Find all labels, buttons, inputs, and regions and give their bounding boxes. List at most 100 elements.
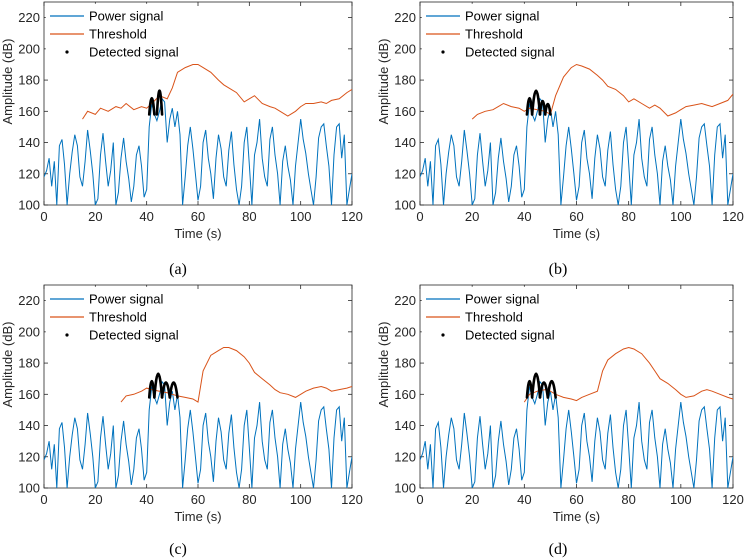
y-tick-label: 200	[18, 41, 40, 56]
power-signal-line	[420, 97, 733, 205]
x-tick-label: 20	[88, 209, 102, 224]
y-tick-label: 160	[18, 387, 40, 402]
y-tick-label: 100	[18, 481, 40, 496]
y-tick-label: 200	[394, 324, 416, 339]
detected-signal-lobe	[160, 381, 172, 399]
y-tick-label: 180	[394, 356, 416, 371]
x-tick-label: 100	[670, 492, 692, 507]
legend: Power signal Threshold Detected signal	[45, 286, 179, 346]
chart-panel-d: 0 20 40 60 80 100 120 100 120 140 160 180 200 220 Time…	[376, 284, 744, 558]
panel-caption: (d)	[549, 541, 568, 558]
y-tick-label: 160	[394, 104, 416, 119]
detected-signal-lobe	[530, 372, 542, 399]
x-tick-label: 80	[621, 209, 635, 224]
chart-panel-b: 0 20 40 60 80 100 120 100 120 140 160 180 200 220 Time…	[376, 1, 744, 278]
y-tick-label: 180	[18, 356, 40, 371]
y-axis-label: Amplitude (dB)	[0, 39, 15, 125]
y-tick-label: 220	[394, 10, 416, 25]
y-tick-label: 100	[394, 198, 416, 213]
y-tick-label: 160	[394, 387, 416, 402]
legend-label: Power signal	[89, 292, 164, 307]
y-tick-label: 120	[18, 449, 40, 464]
legend: Power signal Threshold Detected signal	[421, 3, 555, 63]
legend-label: Power signal	[465, 9, 540, 24]
legend-label: Threshold	[89, 27, 147, 42]
panel-caption: (b)	[549, 261, 568, 278]
x-axis-label: Time (s)	[553, 226, 600, 241]
detected-signal-lobe	[543, 102, 552, 116]
x-tick-label: 40	[517, 209, 531, 224]
legend-label: Detected signal	[465, 45, 555, 60]
detected-signal-lobe	[530, 89, 542, 116]
panel-caption: (c)	[169, 541, 187, 558]
power-signal-line	[44, 97, 352, 205]
legend-swatch-detected	[441, 333, 445, 337]
y-tick-label: 220	[18, 293, 40, 308]
x-tick-label: 40	[139, 492, 153, 507]
legend-label: Detected signal	[465, 328, 555, 343]
y-axis-label: Amplitude (dB)	[0, 322, 15, 408]
y-tick-label: 200	[18, 324, 40, 339]
legend-label: Threshold	[89, 310, 147, 325]
threshold-line	[120, 347, 352, 403]
x-tick-label: 120	[341, 492, 363, 507]
x-tick-label: 0	[40, 492, 47, 507]
x-tick-label: 40	[139, 209, 153, 224]
legend-label: Detected signal	[89, 328, 179, 343]
y-axis-label: Amplitude (dB)	[376, 39, 391, 125]
x-tick-label: 40	[517, 492, 531, 507]
y-tick-label: 140	[394, 135, 416, 150]
legend-label: Threshold	[465, 310, 523, 325]
legend-swatch-detected	[65, 333, 69, 337]
y-tick-label: 160	[18, 104, 40, 119]
x-tick-label: 80	[242, 209, 256, 224]
y-tick-label: 120	[18, 166, 40, 181]
y-tick-label: 100	[394, 481, 416, 496]
detected-signal-lobe	[147, 96, 156, 116]
x-tick-label: 60	[191, 209, 205, 224]
power-signal-line	[420, 380, 733, 488]
x-tick-label: 20	[465, 209, 479, 224]
threshold-line	[471, 63, 733, 120]
y-tick-label: 220	[18, 10, 40, 25]
legend-label: Detected signal	[89, 45, 179, 60]
y-tick-label: 180	[394, 73, 416, 88]
legend-swatch-detected	[65, 50, 69, 54]
x-tick-label: 20	[465, 492, 479, 507]
x-tick-label: 60	[569, 492, 583, 507]
x-tick-label: 120	[722, 209, 744, 224]
x-tick-label: 100	[290, 492, 312, 507]
y-tick-label: 200	[394, 41, 416, 56]
legend-swatch-detected	[441, 50, 445, 54]
x-tick-label: 0	[40, 209, 47, 224]
x-axis-label: Time (s)	[553, 509, 600, 524]
y-tick-label: 120	[394, 449, 416, 464]
x-axis-label: Time (s)	[174, 226, 221, 241]
y-tick-label: 140	[394, 418, 416, 433]
x-tick-label: 120	[341, 209, 363, 224]
power-signal-line	[44, 380, 352, 488]
chart-panel-c: 0 20 40 60 80 100 120 100 120 140 160 180 200 220 Time…	[0, 284, 363, 558]
panel-caption: (a)	[169, 261, 187, 278]
detected-signal-lobe	[153, 372, 164, 399]
x-axis-label: Time (s)	[174, 509, 221, 524]
detected-signal-lobe	[546, 379, 557, 399]
y-axis-label: Amplitude (dB)	[376, 322, 391, 408]
y-tick-label: 100	[18, 198, 40, 213]
legend-label: Power signal	[465, 292, 540, 307]
legend: Power signal Threshold Detected signal	[45, 3, 179, 63]
x-tick-label: 60	[569, 209, 583, 224]
legend: Power signal Threshold Detected signal	[421, 286, 555, 346]
x-tick-label: 0	[416, 492, 423, 507]
y-tick-label: 220	[394, 293, 416, 308]
x-tick-label: 0	[416, 209, 423, 224]
detected-signal-lobe	[155, 89, 164, 116]
chart-panel-a: 0 20 40 60 80 100 120 100 120 140 160 180 200 220 Time…	[0, 1, 363, 278]
threshold-line	[82, 64, 352, 120]
y-tick-label: 140	[18, 418, 40, 433]
y-tick-label: 120	[394, 166, 416, 181]
x-tick-label: 120	[722, 492, 744, 507]
threshold-line	[523, 346, 733, 403]
legend-label: Power signal	[89, 9, 164, 24]
